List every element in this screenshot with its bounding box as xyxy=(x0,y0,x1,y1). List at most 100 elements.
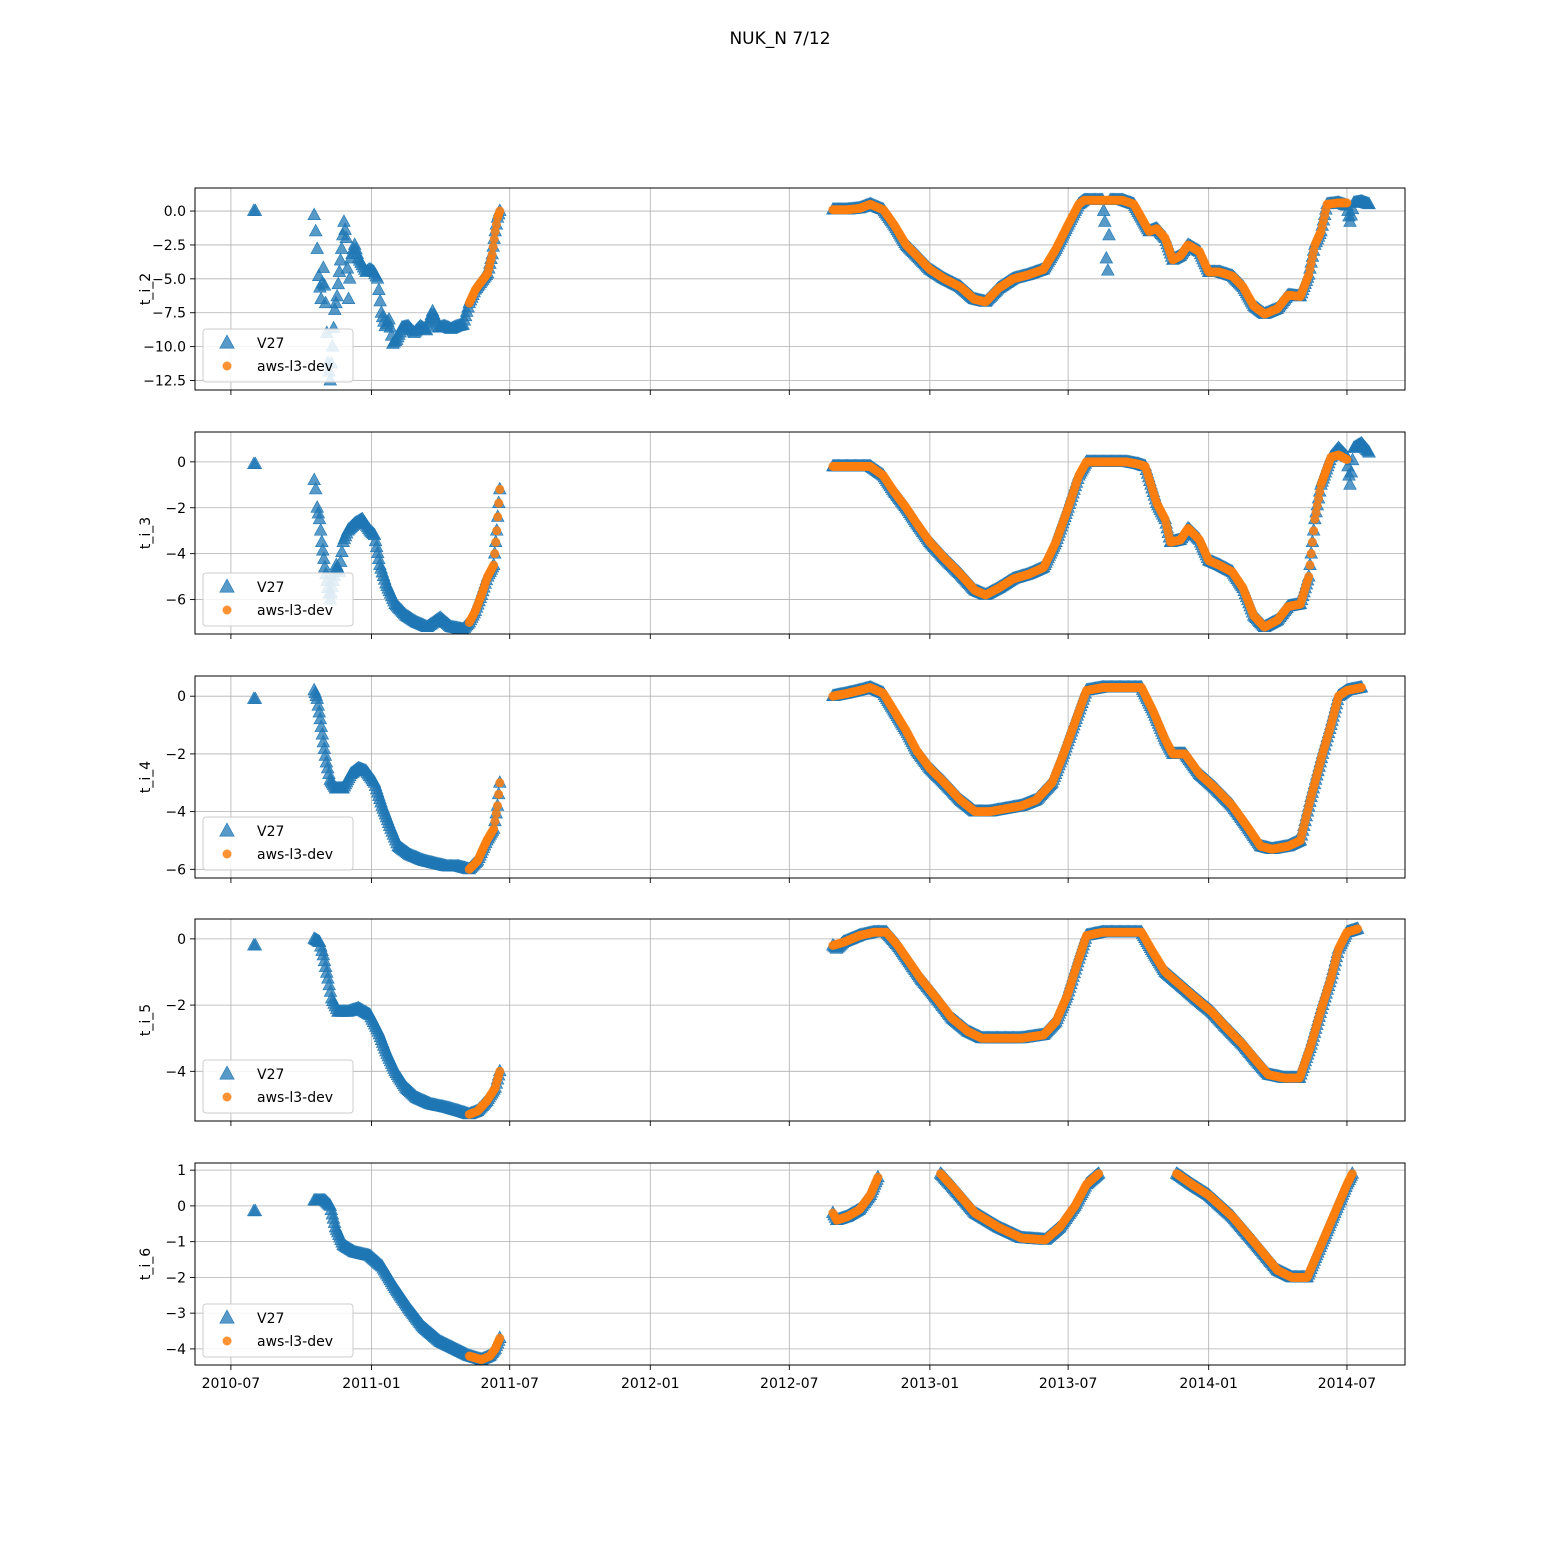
series-aws-l3-dev xyxy=(464,195,1352,319)
legend-v27-marker xyxy=(219,334,235,349)
aws-l3-dev-point xyxy=(487,249,497,259)
v27-point xyxy=(331,276,346,290)
v27-point xyxy=(1344,464,1359,478)
y-axis-label: t_i_3 xyxy=(138,517,154,549)
y-tick-label: −3 xyxy=(165,1306,186,1322)
aws-l3-dev-point xyxy=(490,549,500,559)
legend-v27-label: V27 xyxy=(257,1067,284,1083)
v27-point xyxy=(1345,201,1360,215)
y-tick-label: −2 xyxy=(165,998,186,1014)
legend-box xyxy=(202,328,354,383)
v27-point xyxy=(334,241,349,254)
plot-frame xyxy=(194,675,1406,879)
aws-l3-dev-point xyxy=(491,809,501,819)
data-marks xyxy=(247,921,1365,1120)
aws-l3-dev-point xyxy=(494,789,504,799)
aws-l3-dev-point xyxy=(1342,198,1352,208)
legend-v27-marker xyxy=(219,1065,235,1080)
v27-point xyxy=(330,288,344,302)
x-tick-label: 2014-07 xyxy=(1318,1376,1377,1392)
panel-t_i_2: 0.0−2.5−5.0−7.5−10.0−12.5t_i_2V27aws-l3-… xyxy=(138,187,1406,395)
v27-point xyxy=(1099,250,1114,264)
v27-point xyxy=(318,295,333,309)
v27-point xyxy=(1101,263,1115,276)
y-tick-label: −2 xyxy=(165,747,186,763)
v27-point xyxy=(310,241,325,254)
legend-aws-marker xyxy=(222,605,232,615)
v27-point xyxy=(339,230,354,244)
x-tick-label: 2013-07 xyxy=(1039,1376,1098,1392)
panel-t_i_6: 2010-07 2011-01 2011-07 2012-01 2012-07 2013-… xyxy=(138,1162,1406,1392)
v27-point xyxy=(341,291,356,305)
v27-point xyxy=(1102,227,1116,241)
legend-box xyxy=(202,572,354,627)
y-tick-label: −2.5 xyxy=(152,238,186,254)
aws-l3-dev-point xyxy=(1342,455,1352,465)
aws-l3-dev-point xyxy=(490,226,500,236)
v27-point xyxy=(342,271,357,284)
data-marks xyxy=(247,435,1376,634)
v27-point xyxy=(248,937,263,951)
aws-l3-dev-point xyxy=(492,526,502,536)
legend-aws-label: aws-l3-dev xyxy=(257,359,333,375)
aws-l3-dev-point xyxy=(493,801,502,811)
y-tick-label: −6 xyxy=(165,593,186,609)
v27-point xyxy=(333,554,348,567)
legend-aws-label: aws-l3-dev xyxy=(257,603,333,619)
series-V27 xyxy=(247,1166,1360,1365)
series-aws-l3-dev xyxy=(464,924,1363,1119)
aws-l3-dev-point xyxy=(488,242,498,252)
y-tick-label: −4 xyxy=(165,547,186,563)
series-V27 xyxy=(247,921,1365,1120)
y-tick-label: 0 xyxy=(177,1199,186,1215)
y-tick-label: −7.5 xyxy=(152,306,186,322)
v27-point xyxy=(335,544,349,557)
y-axis-label: t_i_5 xyxy=(138,1004,154,1036)
v27-point xyxy=(307,207,321,220)
y-tick-label: 0 xyxy=(177,689,186,705)
v27-point xyxy=(327,302,342,315)
legend-v27-marker xyxy=(219,578,235,593)
v27-point xyxy=(333,252,348,266)
y-tick-label: −4 xyxy=(165,805,186,821)
aws-l3-dev-point xyxy=(1304,572,1314,582)
x-tick-label: 2013-01 xyxy=(901,1376,960,1392)
aws-l3-dev-point xyxy=(489,824,499,834)
y-tick-label: −4 xyxy=(165,1064,186,1080)
y-axis-label: t_i_4 xyxy=(138,761,154,793)
legend-v27-label: V27 xyxy=(257,824,284,840)
y-tick-label: −6 xyxy=(165,862,186,878)
v27-point xyxy=(308,481,323,495)
y-tick-label: 1 xyxy=(177,1163,186,1179)
x-tick-label: 2012-01 xyxy=(621,1376,680,1392)
x-tick-label: 2012-07 xyxy=(760,1376,819,1392)
y-axis-label: t_i_2 xyxy=(138,273,154,305)
v27-point xyxy=(248,456,263,469)
series-V27 xyxy=(247,435,1376,634)
legend-box xyxy=(202,816,354,871)
aws-l3-dev-point xyxy=(1305,560,1315,570)
aws-l3-dev-point xyxy=(491,220,501,230)
v27-point xyxy=(1096,203,1111,216)
v27-point xyxy=(1097,214,1112,227)
aws-l3-dev-point xyxy=(489,234,499,244)
y-tick-label: −2 xyxy=(165,501,186,517)
legend-v27-label: V27 xyxy=(257,336,284,352)
v27-point xyxy=(248,1203,263,1217)
aws-l3-dev-point xyxy=(1307,537,1317,547)
aws-l3-dev-point xyxy=(1314,494,1324,504)
aws-l3-dev-point xyxy=(495,778,505,788)
x-tick-label: 2010-07 xyxy=(202,1376,261,1392)
legend-v27-label: V27 xyxy=(257,580,284,596)
aws-l3-dev-point xyxy=(490,816,500,826)
plot-frame xyxy=(194,187,1406,391)
aws-l3-dev-point xyxy=(494,498,504,508)
y-tick-label: −2 xyxy=(165,1270,186,1286)
v27-point xyxy=(1343,477,1357,490)
legend-aws-marker xyxy=(222,1092,232,1102)
legend: V27 aws-l3-dev xyxy=(202,328,354,383)
x-tick-label: 2011-01 xyxy=(342,1376,401,1392)
